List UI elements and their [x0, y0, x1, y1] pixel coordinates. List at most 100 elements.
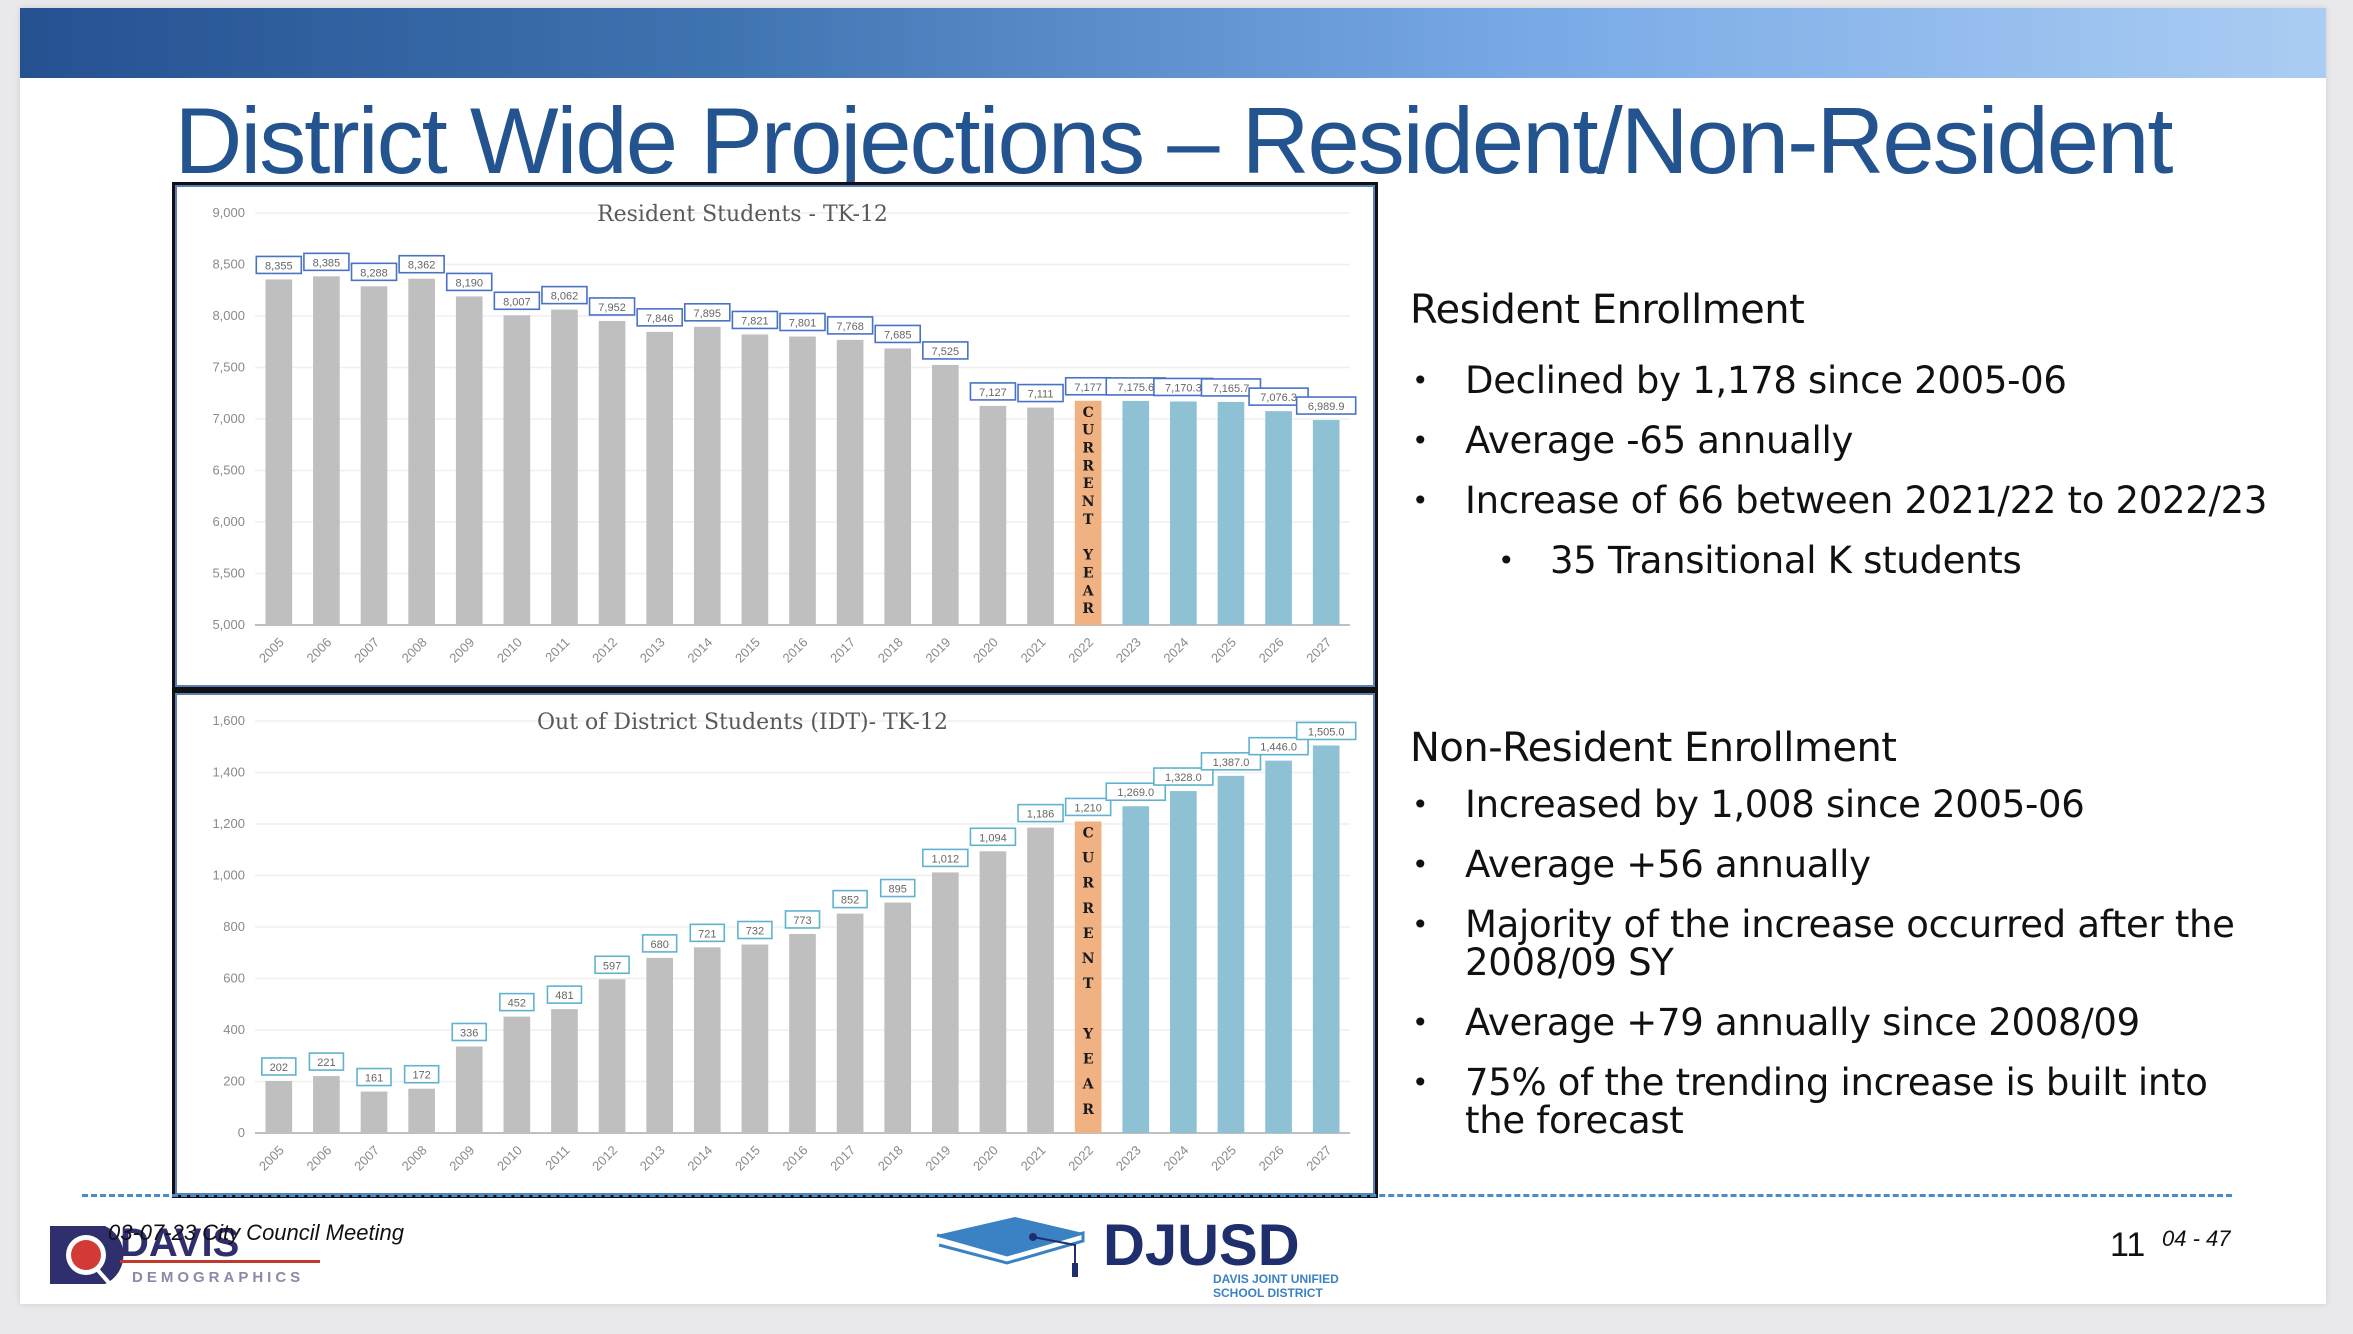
nonresident-bullet: 75% of the trending increase is built in…	[1410, 1064, 2260, 1140]
data-label: 1,094	[979, 832, 1007, 844]
current-year-letter: R	[1082, 601, 1094, 617]
current-year-letter: E	[1083, 926, 1094, 942]
data-label: 7,165.7	[1213, 383, 1250, 395]
y-tick-label: 6,500	[212, 463, 245, 478]
data-label: 721	[698, 928, 716, 940]
data-label: 8,385	[313, 257, 341, 269]
data-label-box	[969, 382, 1017, 401]
data-label-box	[636, 308, 683, 327]
resident-bullet: Declined by 1,178 since 2005-06	[1410, 362, 2310, 401]
data-label: 7,175.6	[1117, 382, 1154, 394]
resident-students-chart: 5,000 5,500 6,000 6,500 7,000 7,500 8,000 8,500…	[212, 202, 1357, 666]
data-label-box	[1017, 803, 1064, 823]
data-label: 7,127	[979, 387, 1007, 399]
current-year-letter: E	[1083, 1052, 1094, 1068]
current-year-letter: C	[1083, 405, 1094, 421]
djusd-logo: DJUSD DAVIS JOINT UNIFIED SCHOOL DISTRIC…	[936, 1213, 1339, 1300]
bar-historical	[836, 913, 864, 1133]
data-label-box	[350, 262, 398, 282]
nonresident-enrollment-panel: Non-Resident Enrollment Increased by 1,0…	[1410, 718, 2310, 1140]
data-label-box	[969, 827, 1017, 847]
current-year-letter: T	[1083, 512, 1094, 528]
data-label: 452	[508, 998, 526, 1010]
data-label-box	[1153, 767, 1214, 786]
y-tick-label: 8,000	[212, 308, 245, 323]
current-year-letter: E	[1083, 565, 1094, 581]
x-tick-label: 2025	[1208, 1143, 1239, 1174]
x-tick-label: 2019	[922, 1143, 953, 1174]
djusd-logo-text: DJUSD	[1103, 1213, 1300, 1278]
data-label-box	[826, 316, 874, 335]
data-label: 7,952	[598, 302, 626, 314]
data-label: 8,288	[360, 267, 388, 279]
data-label: 7,076.3	[1260, 392, 1297, 404]
data-label: 1,328.0	[1165, 772, 1202, 784]
current-year-letter: A	[1082, 583, 1095, 599]
bar-projection	[1122, 400, 1150, 625]
data-label: 221	[317, 1057, 335, 1069]
x-tick-label: 2008	[399, 635, 430, 666]
data-label: 8,190	[455, 277, 483, 289]
data-label-box	[1105, 782, 1167, 802]
bar-historical	[741, 944, 769, 1133]
x-tick-label: 2021	[1018, 1143, 1049, 1174]
x-tick-label: 2024	[1160, 1143, 1191, 1174]
x-tick-label: 2016	[780, 635, 811, 666]
bar-current-year	[1074, 400, 1102, 625]
y-tick-label: 9,000	[212, 205, 245, 220]
data-label-box	[403, 1064, 440, 1084]
bar-historical	[979, 405, 1007, 625]
x-tick-label: 2027	[1303, 635, 1334, 666]
data-label-box	[683, 303, 731, 322]
out-of-district-students-chart: 0 200 400 600 800 1,000 1,200 1,400 1,600 Out of …	[212, 710, 1357, 1174]
current-year-letter: U	[1082, 851, 1094, 867]
x-tick-label: 2014	[684, 635, 715, 666]
page-number: 11	[2110, 1226, 2146, 1264]
x-tick-label: 2007	[351, 635, 382, 666]
x-tick-label: 2005	[256, 1143, 287, 1174]
slide-title: District Wide Projections – Resident/Non…	[174, 88, 2174, 193]
davis-demographics-logo: DAVIS DEMOGRAPHICS	[50, 1221, 320, 1286]
bar-projection	[1217, 775, 1245, 1133]
x-tick-label: 2013	[637, 1143, 668, 1174]
current-year-letter: E	[1083, 476, 1094, 492]
x-tick-label: 2019	[922, 635, 953, 666]
x-tick-label: 2020	[970, 635, 1001, 666]
resident-sub-bullet: 35 Transitional K students	[1410, 542, 2310, 581]
x-tick-label: 2009	[446, 635, 477, 666]
data-label-box	[1017, 383, 1064, 403]
current-year-letter: N	[1082, 494, 1095, 510]
data-label: 8,007	[503, 296, 531, 308]
data-label: 1,210	[1074, 802, 1102, 814]
y-tick-label: 200	[223, 1074, 245, 1089]
bar-historical	[931, 364, 959, 625]
y-tick-label: 600	[223, 971, 245, 986]
data-label-box	[1295, 721, 1357, 741]
x-tick-label: 2009	[446, 1143, 477, 1174]
bar-historical	[741, 334, 769, 625]
x-tick-label: 2010	[494, 1143, 525, 1174]
bar-projection	[1122, 806, 1150, 1133]
bar-projection	[1170, 791, 1197, 1133]
data-label: 7,525	[932, 346, 960, 358]
data-label: 1,387.0	[1213, 757, 1250, 769]
x-tick-label: 2017	[827, 1143, 858, 1174]
data-label: 7,768	[836, 321, 864, 333]
x-tick-label: 2006	[303, 1143, 334, 1174]
data-label: 481	[555, 990, 573, 1002]
data-label: 7,846	[646, 313, 674, 325]
page-reference: 04 - 47	[2162, 1226, 2231, 1251]
bar-historical	[646, 331, 674, 625]
nonresident-bullet: Average +79 annually since 2008/09	[1410, 1004, 2310, 1043]
bar-historical	[693, 326, 721, 625]
data-label: 1,186	[1027, 809, 1055, 821]
data-label: 7,685	[884, 329, 912, 341]
data-label-box	[731, 310, 779, 330]
data-label: 597	[603, 960, 621, 972]
header-gradient-bar	[20, 8, 2326, 78]
chart-title: Resident Students - TK-12	[597, 202, 888, 227]
bar-historical	[360, 1091, 388, 1133]
bar-projection	[1170, 401, 1197, 625]
y-tick-label: 7,500	[212, 360, 245, 375]
x-tick-label: 2015	[732, 635, 763, 666]
